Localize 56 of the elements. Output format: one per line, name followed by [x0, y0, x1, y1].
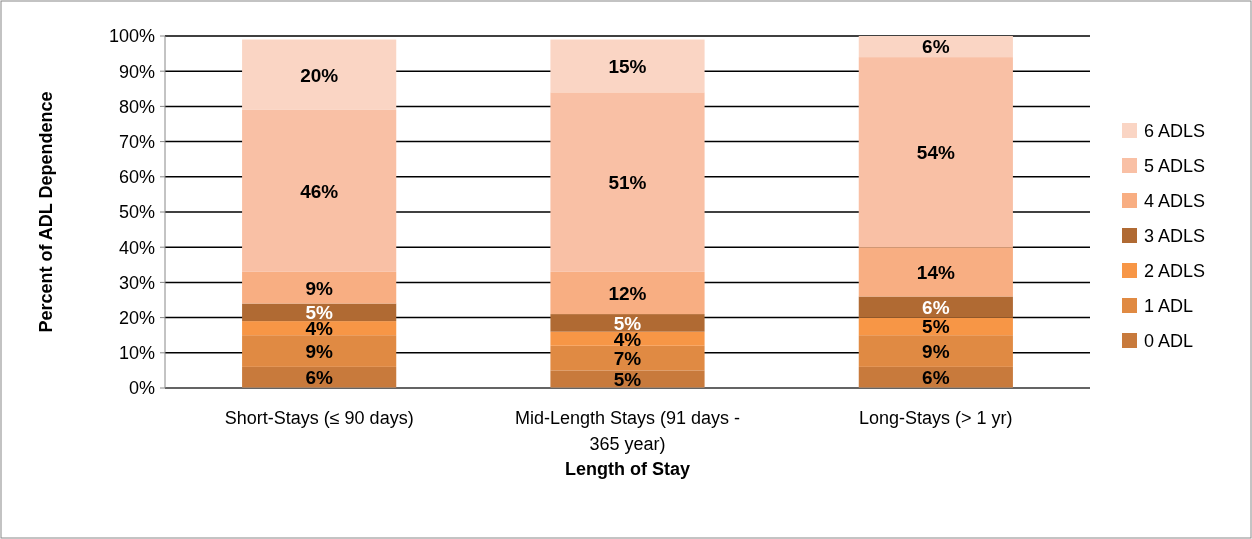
y-tick-label: 90% — [118, 61, 155, 82]
data-label: 46% — [300, 180, 339, 202]
bar — [858, 247, 1013, 297]
data-label: 4% — [305, 318, 333, 339]
data-label: 54% — [916, 142, 955, 163]
y-tick-label: 20% — [118, 308, 155, 329]
data-label: 7% — [613, 347, 642, 369]
bar — [858, 296, 1013, 318]
legend-label: 0 ADL — [1144, 331, 1194, 352]
bar — [550, 92, 705, 272]
data-label: 6% — [922, 36, 950, 58]
bar — [550, 39, 705, 93]
data-label: 5% — [613, 369, 642, 391]
data-label: 9% — [922, 340, 950, 362]
y-tick-label: 100% — [108, 26, 155, 47]
bar — [242, 109, 397, 272]
y-tick-label: 40% — [118, 237, 155, 258]
data-label: 6% — [305, 367, 333, 389]
data-label: 12% — [608, 282, 647, 304]
y-axis-title: Percent of ADL Dependence — [36, 91, 56, 333]
bar — [242, 271, 397, 304]
y-tick-label: 0% — [128, 378, 155, 399]
bar — [858, 335, 1013, 367]
data-label: 5% — [922, 316, 950, 338]
x-tick-label: Long-Stays (> 1 yr) — [859, 408, 1013, 428]
bar — [858, 57, 1013, 248]
data-label: 9% — [305, 340, 333, 362]
y-tick-label: 10% — [118, 343, 155, 364]
bar — [550, 271, 705, 315]
data-label: 20% — [300, 64, 339, 86]
data-label: 6% — [922, 367, 950, 389]
data-label: 51% — [608, 171, 647, 193]
bar — [550, 345, 705, 371]
bar — [242, 335, 397, 367]
y-tick-label: 70% — [118, 132, 155, 153]
data-label: 5% — [613, 312, 642, 334]
y-tick-label: 60% — [118, 167, 155, 188]
bar — [242, 39, 397, 110]
bar — [550, 314, 705, 332]
y-tick-label: 80% — [118, 96, 155, 117]
legend-label: 3 ADLS — [1144, 226, 1206, 247]
legend-label: 6 ADLS — [1144, 121, 1206, 142]
data-label: 6% — [922, 296, 950, 318]
legend-label: 5 ADLS — [1144, 156, 1206, 177]
legend-label: 4 ADLS — [1144, 191, 1206, 212]
x-tick-label: Short-Stays (≤ 90 days) — [224, 408, 414, 428]
bar — [858, 36, 1013, 58]
y-tick-label: 50% — [118, 202, 155, 223]
legend-label: 1 ADL — [1144, 296, 1194, 317]
data-label: 14% — [916, 261, 955, 283]
legend-label: 2 ADLS — [1144, 261, 1206, 282]
x-tick-label: Mid-Length Stays (91 days - 365 year) — [514, 408, 741, 454]
data-label: 15% — [608, 55, 647, 77]
x-axis-title: Length of Stay — [565, 459, 690, 479]
data-label: 9% — [305, 277, 333, 299]
y-tick-label: 30% — [118, 272, 155, 293]
